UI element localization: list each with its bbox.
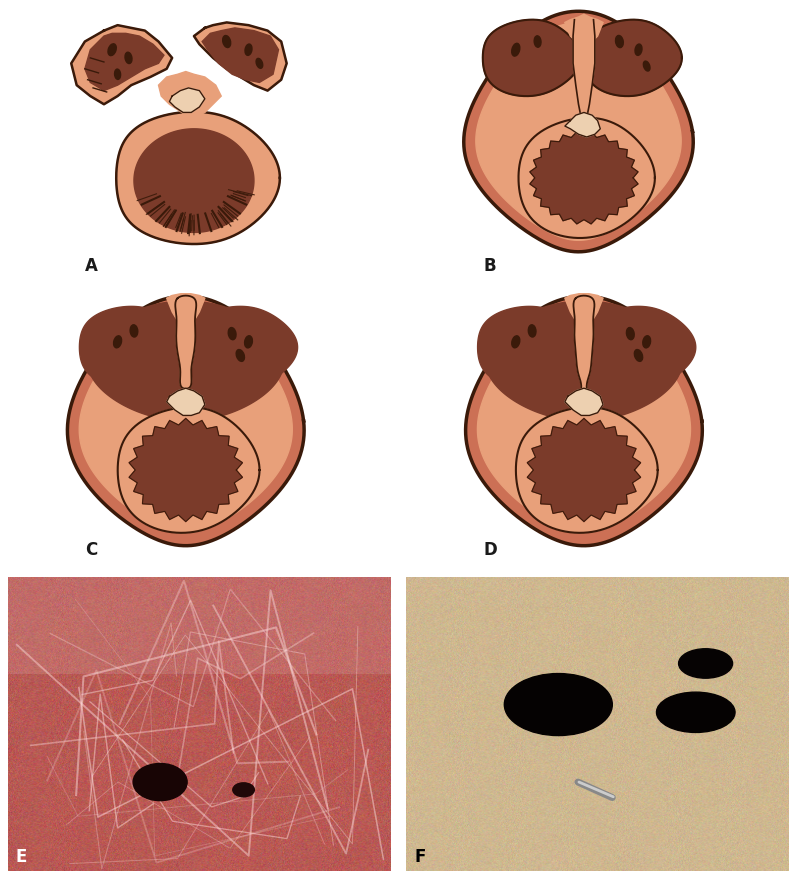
Text: F: F (414, 848, 426, 866)
Ellipse shape (233, 783, 254, 796)
Ellipse shape (512, 43, 520, 56)
Ellipse shape (657, 693, 735, 732)
Polygon shape (80, 306, 189, 388)
Polygon shape (167, 293, 205, 331)
Polygon shape (129, 419, 242, 522)
Ellipse shape (236, 349, 245, 362)
Ellipse shape (222, 35, 230, 48)
Text: C: C (84, 540, 97, 559)
Text: E: E (16, 848, 27, 866)
Polygon shape (116, 112, 280, 244)
Polygon shape (476, 23, 681, 240)
Polygon shape (170, 88, 205, 113)
Polygon shape (528, 419, 641, 522)
Ellipse shape (534, 36, 541, 48)
Polygon shape (540, 432, 627, 508)
Polygon shape (565, 113, 600, 137)
Polygon shape (464, 11, 693, 252)
Polygon shape (573, 19, 595, 123)
Polygon shape (142, 432, 230, 508)
Text: A: A (84, 257, 98, 275)
Polygon shape (516, 407, 658, 532)
Polygon shape (477, 306, 587, 388)
Polygon shape (84, 33, 164, 91)
Ellipse shape (228, 327, 236, 340)
Text: B: B (483, 257, 496, 275)
Polygon shape (587, 306, 696, 388)
Polygon shape (583, 19, 682, 96)
Polygon shape (543, 143, 625, 213)
Polygon shape (202, 28, 278, 83)
Ellipse shape (245, 336, 253, 348)
Ellipse shape (635, 44, 642, 55)
Polygon shape (159, 71, 222, 118)
Ellipse shape (108, 44, 116, 55)
Polygon shape (530, 132, 638, 224)
Polygon shape (118, 407, 260, 532)
Ellipse shape (615, 35, 623, 48)
Ellipse shape (505, 673, 612, 736)
Polygon shape (477, 311, 690, 532)
Polygon shape (565, 293, 603, 331)
Polygon shape (189, 306, 297, 388)
Polygon shape (465, 296, 702, 546)
Ellipse shape (643, 61, 650, 71)
Polygon shape (194, 22, 287, 91)
Polygon shape (167, 388, 205, 415)
Ellipse shape (528, 325, 536, 337)
Polygon shape (71, 26, 172, 104)
Polygon shape (79, 311, 292, 532)
Ellipse shape (130, 325, 138, 337)
Polygon shape (574, 296, 595, 400)
Polygon shape (565, 388, 603, 415)
Polygon shape (175, 296, 196, 389)
Ellipse shape (245, 44, 252, 55)
Ellipse shape (256, 58, 263, 69)
Polygon shape (519, 118, 655, 238)
Polygon shape (483, 19, 581, 96)
Ellipse shape (626, 327, 634, 340)
Ellipse shape (634, 349, 642, 362)
Ellipse shape (678, 649, 732, 678)
Ellipse shape (133, 764, 187, 801)
Ellipse shape (642, 336, 650, 348)
Polygon shape (134, 128, 254, 232)
Polygon shape (88, 301, 284, 421)
Polygon shape (565, 14, 603, 49)
Ellipse shape (114, 336, 122, 348)
Ellipse shape (125, 52, 132, 63)
Polygon shape (68, 296, 304, 546)
Ellipse shape (512, 336, 520, 348)
Polygon shape (485, 301, 682, 421)
Ellipse shape (115, 70, 120, 79)
Text: D: D (483, 540, 497, 559)
